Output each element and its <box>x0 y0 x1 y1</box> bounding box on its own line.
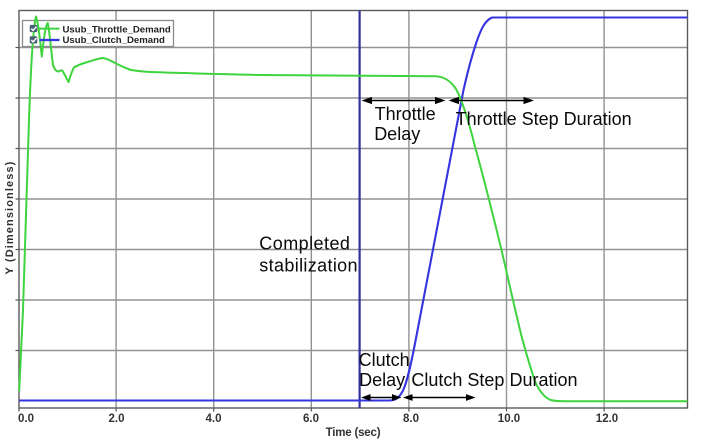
svg-text:Time (sec): Time (sec) <box>326 427 381 439</box>
svg-text:Usub_Clutch_Demand: Usub_Clutch_Demand <box>63 35 165 46</box>
svg-text:Usub_Throttle_Demand: Usub_Throttle_Demand <box>63 24 171 35</box>
svg-text:0.0: 0.0 <box>18 413 34 425</box>
svg-text:Clutch: Clutch <box>359 350 410 370</box>
svg-text:Clutch Step Duration: Clutch Step Duration <box>411 370 577 390</box>
svg-text:4.0: 4.0 <box>206 413 222 425</box>
svg-text:10.0: 10.0 <box>498 413 520 425</box>
svg-text:Delay: Delay <box>359 370 405 390</box>
svg-text:12.0: 12.0 <box>596 413 618 425</box>
svg-text:stabilization: stabilization <box>259 255 358 275</box>
svg-text:Throttle Step Duration: Throttle Step Duration <box>456 109 632 129</box>
svg-text:Throttle: Throttle <box>375 104 436 124</box>
svg-text:Delay: Delay <box>374 124 420 144</box>
svg-text:8.0: 8.0 <box>403 413 419 425</box>
svg-text:Y (Dimensionless): Y (Dimensionless) <box>4 161 16 275</box>
svg-text:2.0: 2.0 <box>109 413 125 425</box>
svg-text:6.0: 6.0 <box>303 413 319 425</box>
svg-text:Completed: Completed <box>259 234 350 254</box>
